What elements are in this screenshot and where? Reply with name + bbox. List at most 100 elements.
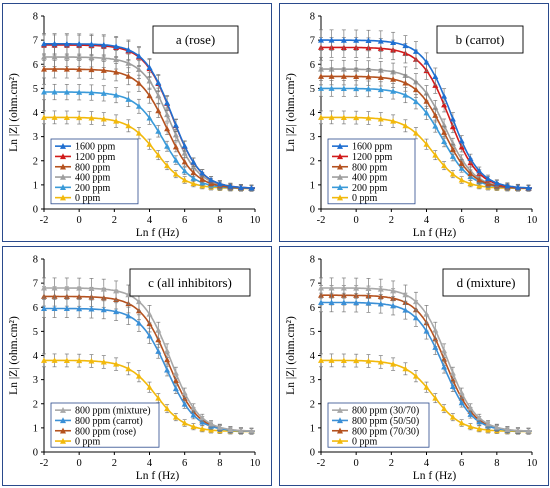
p0-data-point [181,167,188,174]
p0-legend-label: 200 ppm [75,183,111,194]
p1-x-tick-label: 2 [389,215,394,226]
p0-y-tick-label: 3 [33,132,38,143]
p0-data-point [113,56,120,63]
p2-data-point [172,414,179,420]
p2-data-point [63,305,70,312]
p1-y-tick-label: 0 [310,205,315,216]
p2-legend-label: 800 ppm (mixture) [75,406,151,417]
p0-title-box [152,25,239,54]
p1-data-point [458,143,465,150]
p0-data-point [135,80,142,86]
p1-data-point [318,85,324,91]
p1-data-point [377,74,384,81]
p3-title-box [442,268,530,297]
p3-data-point [328,299,335,305]
p0-series-200-ppm [41,83,255,192]
p1-data-point [328,85,335,91]
p2-data-point [41,305,47,311]
p3-legend-label: 0 ppm [352,437,378,448]
p1-legend-label: 400 ppm [352,173,388,184]
p1-data-point [432,152,439,158]
p2-data-point [164,347,171,354]
p2-data-point [146,320,153,327]
p0-data-point [63,54,70,60]
p3-data-point [402,291,409,298]
p1-data-point [458,160,465,167]
p3-data-point [340,285,347,291]
p3-data-point [476,425,483,432]
p1-data-point [449,115,456,122]
p2-chart-title: c (all inhibitors) [148,275,232,290]
p2-data-point [146,332,153,339]
p0-data-point [164,143,171,149]
p0-data-point [113,69,120,75]
p1-data-point [432,73,439,79]
p2-x-tick-label: 4 [147,458,153,469]
p1-data-point [328,114,335,120]
p1-data-point [432,104,439,110]
p1-title-box [436,25,524,54]
p0-x-tick-label: -2 [40,215,49,226]
p3-data-point [365,358,372,364]
p0-data-point [216,180,223,187]
p1-data-point [423,98,430,104]
p3-y-tick-label: 5 [310,327,315,338]
p0-data-point [76,66,83,72]
p3-data-point [441,405,448,412]
p2-x-tick-label: 6 [182,458,187,469]
p2-x-tick-label: 2 [112,458,117,469]
p0-data-point [125,46,132,53]
p0-data-point [190,180,197,187]
p2-data-point [76,305,83,312]
p1-y-tick-label: 3 [310,132,315,143]
p3-chart-title: d (mixture) [457,275,516,290]
p0-data-point [63,66,70,72]
p2-y-tick-label: 1 [33,423,38,434]
p2-x-tick-label: 0 [77,458,82,469]
p2-data-point [155,327,162,333]
p0-data-point [155,152,162,158]
p2-y-tick-label: 7 [33,279,38,290]
p1-data-point [514,184,521,190]
p3-data-point [432,327,439,333]
p3-data-point [402,365,409,372]
p1-data-point [441,93,448,99]
p2-legend-marker [60,417,66,424]
p2-data-point [181,420,188,426]
p1-data-point [377,38,384,44]
p1-data-point [441,122,448,128]
p0-data-point [135,66,142,73]
p1-data-point [493,179,500,186]
p0-data-point [190,169,197,176]
p3-y-axis-label: Ln |Z| (ohm.cm²) [285,316,297,395]
p1-legend-marker [337,184,343,191]
p0-data-point [164,162,171,169]
p3-data-point [485,420,492,427]
p0-data-point [51,66,58,72]
p1-data-point [525,184,532,191]
p2-data-point [155,348,162,354]
p1-data-point [402,122,409,129]
p2-y-tick-label: 0 [33,448,38,459]
p2-data-point [181,401,188,407]
p3-x-tick-label: 4 [424,458,430,469]
p2-data-point [227,426,234,432]
p0-legend-marker [60,163,66,170]
p0-data-point [88,115,95,121]
p0-data-point [41,66,47,72]
p1-data-point [485,175,492,181]
p1-x-tick-label: 0 [354,215,359,226]
panel-b-carrot: 0 1 2 3 4 5 6 7 8 -2 0 2 4 6 8 10 Ln f (Hz) Ln |Z| (ohm.c… [279,3,549,242]
p1-x-axis-label: Ln f (Hz) [413,227,457,239]
p1-data-point [328,37,335,43]
p1-data-point [390,39,397,45]
p1-legend-marker [337,142,343,149]
p0-data-point [76,40,83,47]
p0-y-tick-label: 8 [33,12,38,23]
p1-data-point [449,153,456,159]
p3-legend-marker [337,406,343,413]
p0-data-point [172,171,179,177]
p0-data-point [155,92,162,99]
p3-y-tick-label: 2 [310,399,315,410]
p3-data-point [423,328,430,334]
